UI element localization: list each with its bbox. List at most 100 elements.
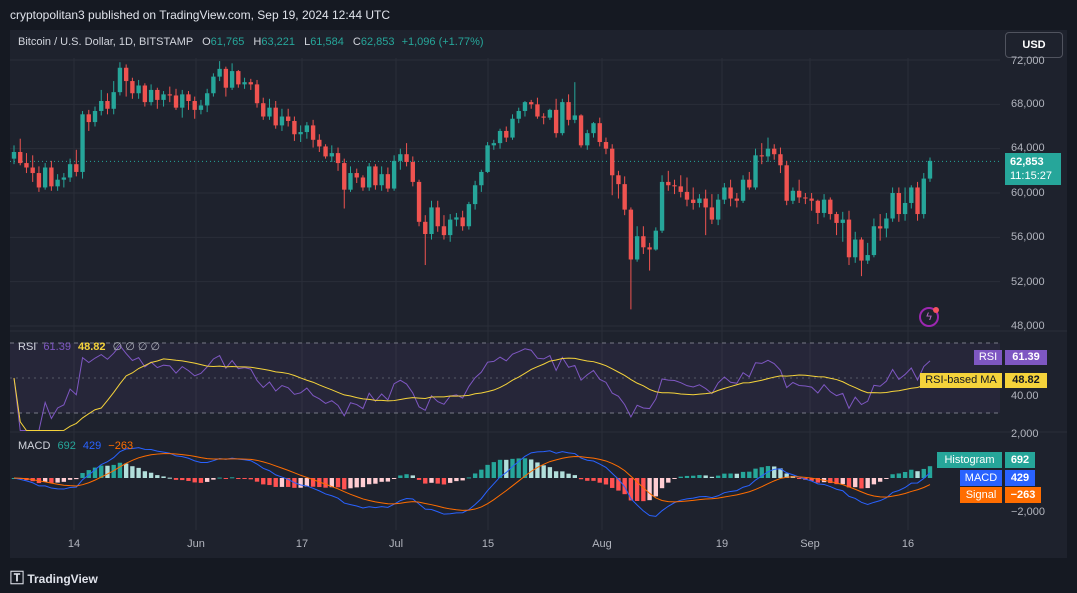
histogram-bar <box>229 477 235 479</box>
currency-button[interactable]: USD <box>1005 32 1063 58</box>
histogram-bar <box>566 473 571 478</box>
histogram-bar <box>865 478 870 489</box>
candle-body <box>223 68 229 88</box>
candle-body <box>136 85 141 94</box>
candle-body <box>535 104 540 117</box>
candle-body <box>846 219 852 258</box>
rsi-badge-value: 61.39 <box>1005 350 1047 365</box>
candle-body <box>566 102 571 120</box>
candle-body <box>261 103 266 117</box>
x-tick-19: 19 <box>715 538 729 550</box>
histogram-bar <box>323 478 328 488</box>
candle-body <box>310 125 316 140</box>
histogram-bar <box>92 467 98 478</box>
open-key: O <box>202 36 211 48</box>
histogram-bar <box>747 471 752 478</box>
symbol-legend: Bitcoin / U.S. Dollar, 1D, BITSTAMP O61,… <box>18 36 484 48</box>
candle-body <box>454 217 459 220</box>
candle-body <box>516 110 521 119</box>
candle-body <box>578 115 584 146</box>
histogram-bar <box>279 478 285 487</box>
histogram-bar <box>734 473 740 478</box>
histogram-bar <box>454 478 459 482</box>
tradingview-logo[interactable]: 🅃 TradingView <box>10 568 98 588</box>
candle-body <box>74 164 79 172</box>
histogram-bar <box>435 478 440 484</box>
histogram-bar <box>641 478 646 502</box>
candle-body <box>597 123 602 143</box>
histogram-bar <box>173 478 179 480</box>
candle-body <box>317 139 322 147</box>
histogram-bar <box>616 478 621 491</box>
current-price-value: 62,853 <box>1010 156 1044 168</box>
histogram-bar <box>342 478 347 490</box>
histogram-bar <box>840 478 845 485</box>
histogram-bar <box>254 478 260 482</box>
macd-legend-macd: 429 <box>82 440 102 452</box>
price-tick-64000: 64,000 <box>1011 142 1045 154</box>
histogram-bar <box>666 478 671 483</box>
candle-body <box>329 153 334 157</box>
histogram-bar <box>410 475 415 478</box>
candle-body <box>180 94 185 108</box>
histogram-bar <box>142 471 148 478</box>
histogram-bar <box>884 478 889 479</box>
histogram-bar <box>105 465 110 478</box>
histogram-bar <box>678 476 683 478</box>
candle-body <box>460 217 465 227</box>
histogram-bar <box>759 467 764 478</box>
candle-body <box>772 148 777 155</box>
candle-body <box>80 114 85 172</box>
candle-body <box>510 118 515 138</box>
candle-body <box>647 247 652 250</box>
price-tick-68000: 68,000 <box>1011 98 1045 110</box>
candle-body <box>354 173 359 178</box>
candle-body <box>610 148 615 176</box>
macd-badge-label: MACD <box>960 470 1002 486</box>
candle-body <box>896 193 902 215</box>
rsi-band-fill <box>10 343 1000 413</box>
candle-body <box>678 186 683 192</box>
candle-body <box>909 187 914 203</box>
candle-body <box>448 219 453 236</box>
histogram-bar <box>261 478 266 485</box>
tv-logo-icon: 🅃 <box>10 570 24 586</box>
histogram-bar <box>192 478 197 483</box>
price-tick-56000: 56,000 <box>1011 231 1045 243</box>
candle-body <box>391 160 397 189</box>
rsi-ma-badge-value: 48.82 <box>1005 373 1047 388</box>
histogram-bar <box>491 462 496 478</box>
candle-body <box>659 181 665 231</box>
candle-body <box>117 67 123 93</box>
candle-body <box>491 143 496 146</box>
high-key: H <box>253 36 262 48</box>
histogram-bar <box>709 476 715 478</box>
candle-body <box>273 107 278 126</box>
candle-body <box>130 81 135 94</box>
rsi-legend-title: RSI <box>18 341 37 353</box>
histogram-bar <box>180 478 185 481</box>
macd-legend: MACD 692 429 −263 <box>18 440 133 452</box>
candle-body <box>123 67 129 82</box>
candle-body <box>42 167 48 188</box>
histogram-bar <box>697 475 702 478</box>
candle-body <box>504 130 509 138</box>
candle-body <box>148 89 154 103</box>
macd-tick-top: 2,000 <box>1011 428 1039 440</box>
candle-body <box>61 177 67 180</box>
histogram-bar <box>796 478 802 479</box>
histogram-bar <box>772 466 777 478</box>
low-key: L <box>304 36 311 48</box>
histogram-bar <box>653 478 659 497</box>
candle-body <box>529 102 534 105</box>
histogram-bar <box>136 467 141 478</box>
candle-body <box>603 142 609 149</box>
price-tick-48000: 48,000 <box>1011 320 1045 332</box>
rsi-ma-line <box>13 357 931 431</box>
candle-body <box>217 68 222 77</box>
candle-body <box>161 94 166 100</box>
candle-body <box>398 154 403 161</box>
candle-body <box>691 199 696 203</box>
lightning-icon[interactable]: ϟ <box>919 307 939 327</box>
